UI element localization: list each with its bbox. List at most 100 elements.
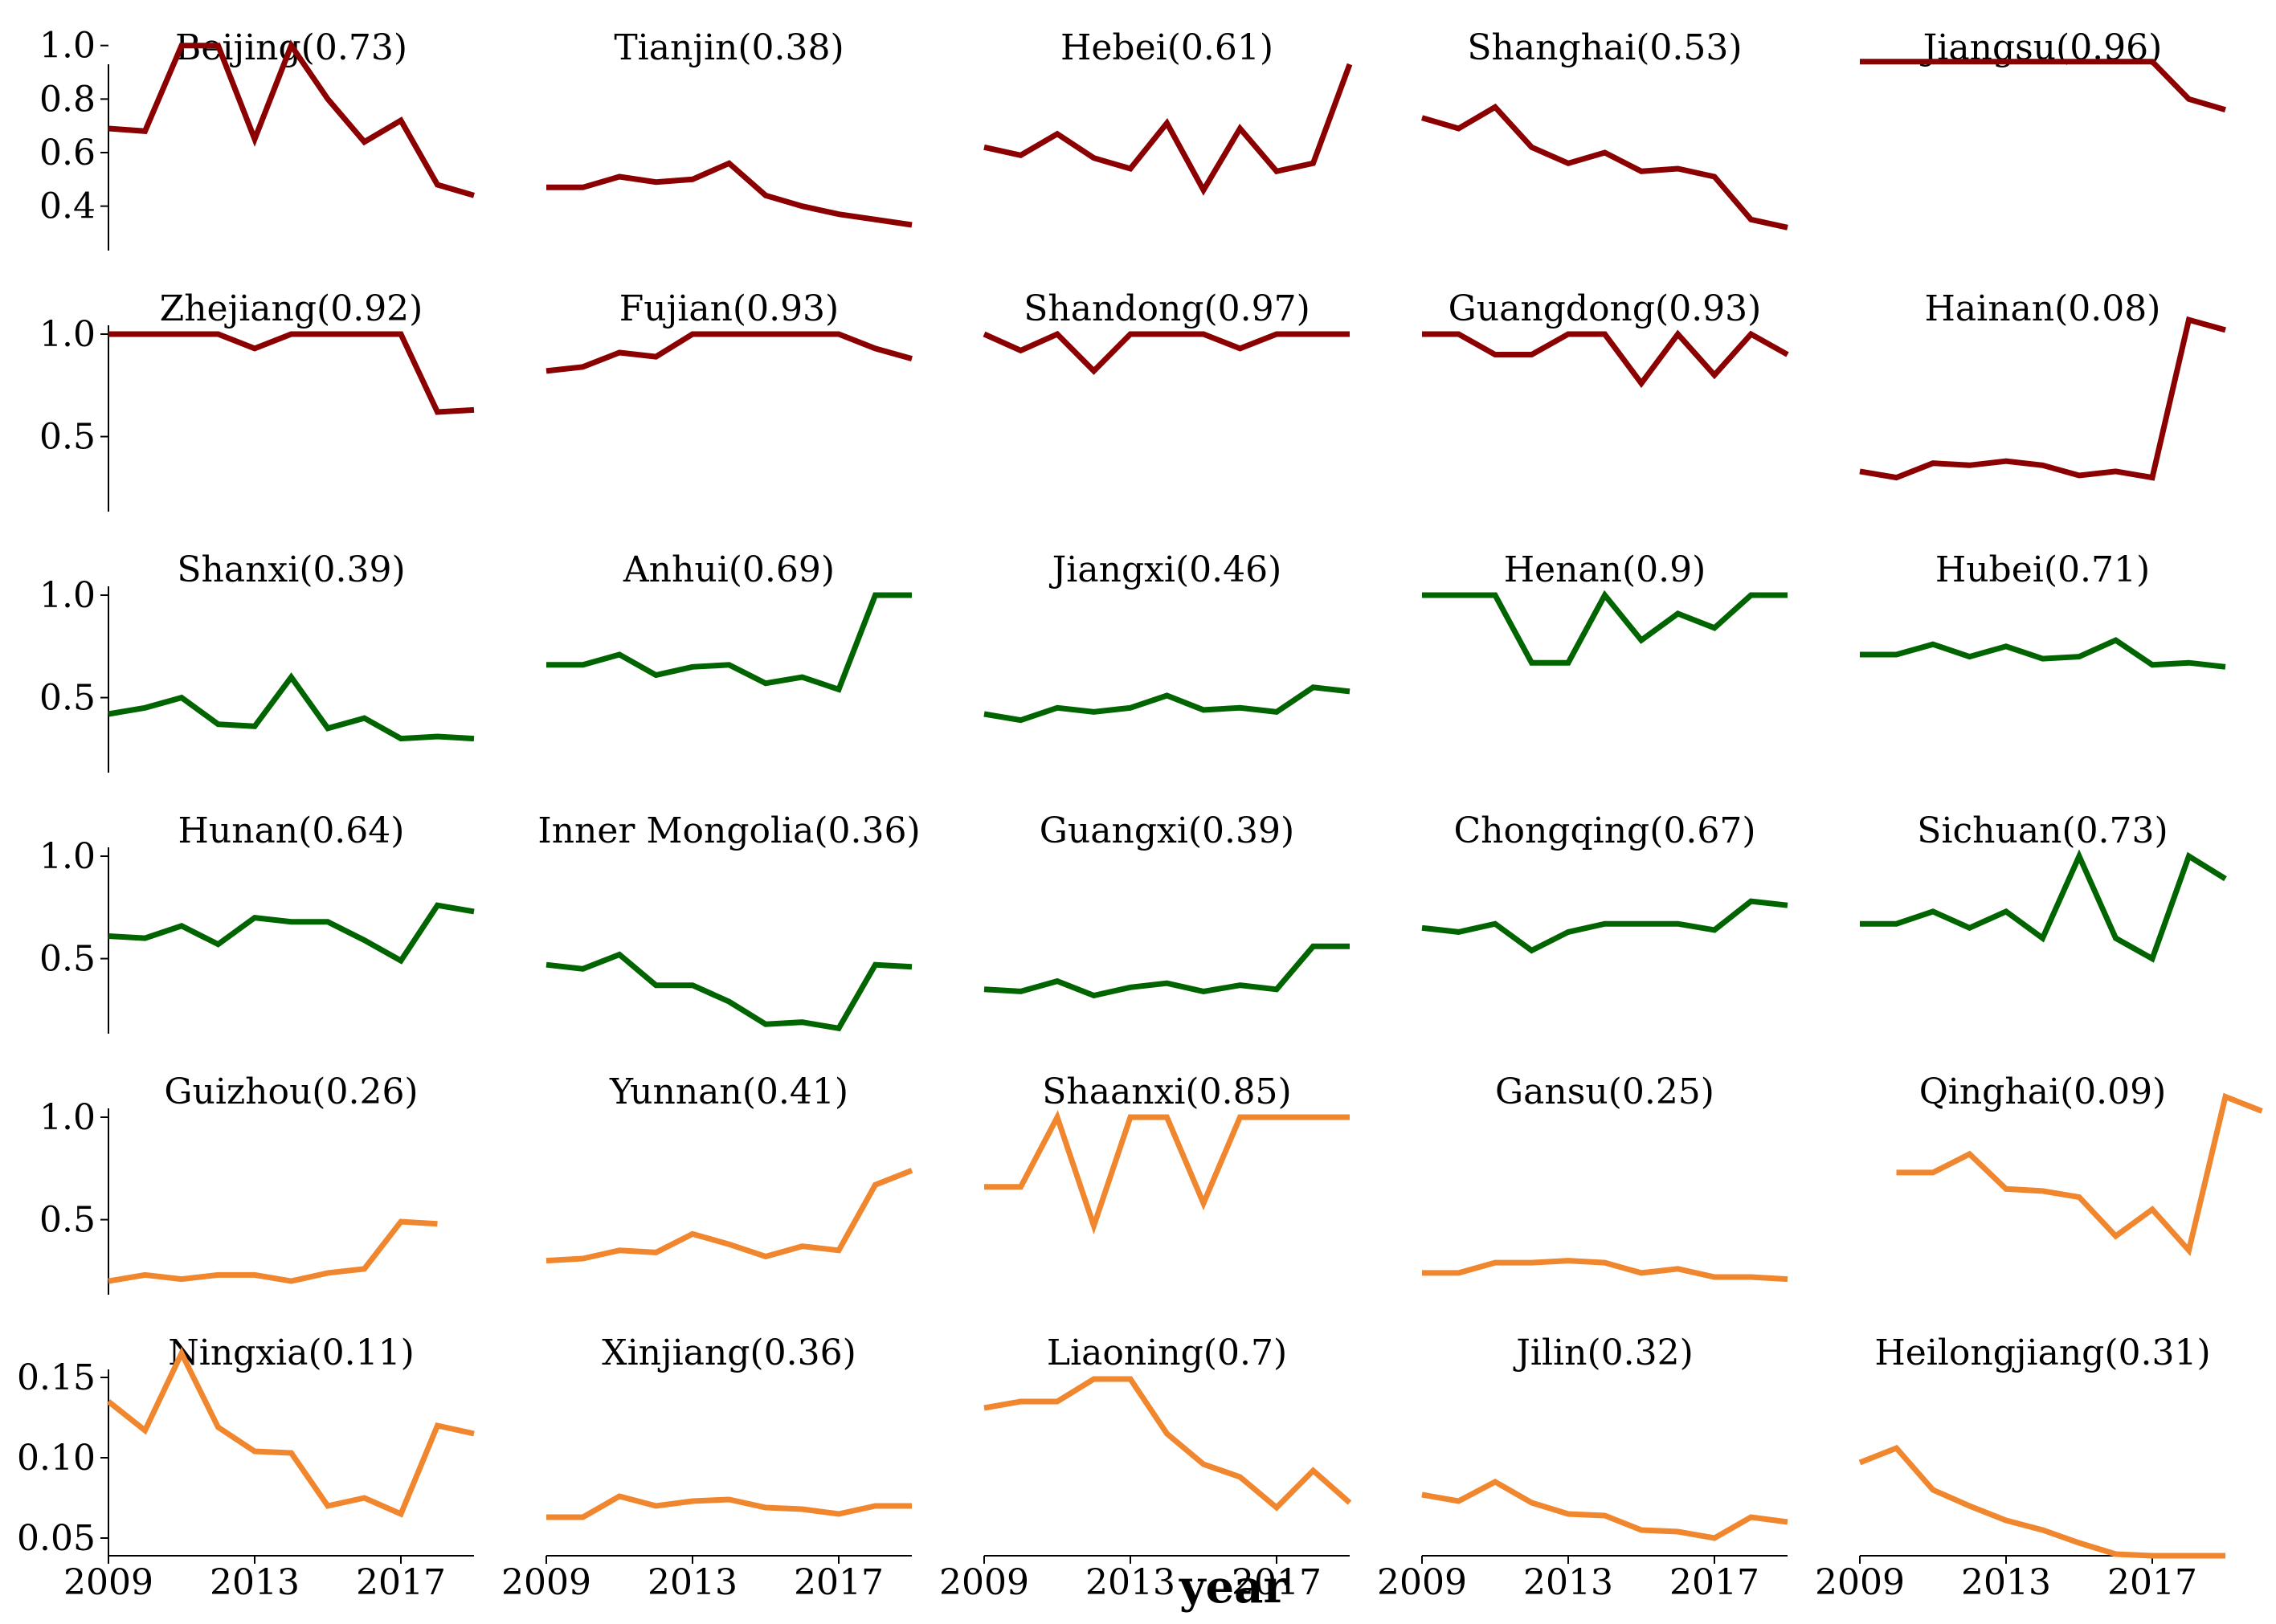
panel-title: Gansu(0.25) — [1495, 1071, 1714, 1112]
panel-title: Zhejiang(0.92) — [160, 288, 423, 329]
panel-21: Yunnan(0.41) — [546, 1071, 912, 1261]
panel-title: Xinjiang(0.36) — [602, 1332, 856, 1373]
series-line — [546, 595, 912, 689]
series-line — [108, 677, 474, 739]
series-line — [1422, 1261, 1788, 1279]
y-tick-label: 0.5 — [39, 678, 96, 719]
y-tick-label: 0.8 — [39, 79, 96, 120]
series-line — [1860, 320, 2225, 477]
x-tick-label: 2009 — [939, 1562, 1029, 1603]
y-tick-label: 1.0 — [39, 575, 96, 616]
panel-title: Shanghai(0.53) — [1467, 27, 1742, 68]
x-tick-label: 2009 — [1377, 1562, 1467, 1603]
panel-20: Guizhou(0.26) 0.5 1.0 — [39, 1071, 438, 1295]
y-tick-label: 0.10 — [17, 1438, 96, 1479]
panel-2: Hebei(0.61) — [984, 27, 1350, 190]
x-tick-label: 2013 — [648, 1562, 738, 1603]
panel-13: Henan(0.9) — [1422, 549, 1788, 663]
panel-title: Shandong(0.97) — [1024, 288, 1310, 329]
panel-15: Hunan(0.64) 0.5 1.0 — [39, 810, 474, 1034]
panel-5: Zhejiang(0.92) 0.5 1.0 — [39, 288, 474, 512]
y-tick-label: 1.0 — [39, 1097, 96, 1138]
panel-title: Ningxia(0.11) — [168, 1332, 415, 1373]
panel-10: Shanxi(0.39) 0.5 1.0 — [39, 549, 474, 773]
panel-title: Henan(0.9) — [1504, 549, 1706, 590]
panel-6: Fujian(0.93) — [546, 288, 912, 371]
series-line — [1422, 901, 1788, 950]
series-line — [1860, 856, 2225, 959]
panel-19: Sichuan(0.73) — [1860, 810, 2225, 959]
y-tick-label: 0.5 — [39, 417, 96, 458]
y-tick-label: 0.4 — [39, 186, 96, 227]
x-axis-label-text: year — [1179, 1561, 1287, 1614]
panel-3: Shanghai(0.53) — [1422, 27, 1788, 227]
x-tick-label: 2013 — [1523, 1562, 1613, 1603]
panel-18: Chongqing(0.67) — [1422, 810, 1788, 950]
series-line — [1422, 334, 1788, 383]
series-line — [546, 1170, 912, 1260]
panel-title: Hebei(0.61) — [1060, 27, 1273, 68]
series-line — [1860, 62, 2225, 110]
y-tick-label: 0.15 — [17, 1357, 96, 1398]
panel-8: Guangdong(0.93) — [1422, 288, 1788, 383]
panel-title: Yunnan(0.41) — [609, 1071, 848, 1112]
series-line — [1860, 1448, 2225, 1556]
panel-title: Guangxi(0.39) — [1040, 810, 1294, 851]
series-line — [984, 1379, 1350, 1508]
series-line — [546, 163, 912, 225]
y-tick-label: 0.5 — [39, 939, 96, 980]
series-line — [546, 334, 912, 371]
series-line — [984, 64, 1350, 190]
series-line — [984, 1117, 1350, 1226]
panel-17: Guangxi(0.39) — [984, 810, 1350, 996]
x-tick-label: 2009 — [501, 1562, 591, 1603]
panel-title: Guangdong(0.93) — [1449, 288, 1762, 329]
series-line — [108, 334, 474, 412]
panel-16: Inner Mongolia(0.36) — [537, 810, 920, 1028]
panel-title: Inner Mongolia(0.36) — [537, 810, 920, 851]
y-tick-label: 0.05 — [17, 1518, 96, 1559]
panel-title: Anhui(0.69) — [623, 549, 835, 590]
panel-title: Hubei(0.71) — [1935, 549, 2150, 590]
y-tick-label: 1.0 — [39, 836, 96, 877]
y-tick-label: 0.5 — [39, 1200, 96, 1241]
series-line — [108, 1353, 474, 1514]
series-line — [546, 955, 912, 1029]
panel-12: Jiangxi(0.46) — [984, 549, 1350, 720]
series-line — [108, 1222, 438, 1281]
panel-26: Xinjiang(0.36) 2009 2013 2017 — [501, 1332, 912, 1603]
x-tick-label: 2009 — [1815, 1562, 1905, 1603]
panel-title: Jiangxi(0.46) — [1049, 549, 1282, 590]
panel-7: Shandong(0.97) — [984, 288, 1350, 371]
panel-11: Anhui(0.69) — [546, 549, 912, 689]
x-tick-label: 2017 — [2107, 1562, 2197, 1603]
x-axis-label: year — [1153, 1561, 1314, 1614]
x-tick-label: 2013 — [1961, 1562, 2051, 1603]
panel-title: Hunan(0.64) — [178, 810, 405, 851]
series-line — [1897, 1097, 2262, 1251]
panel-title: Qinghai(0.09) — [1919, 1071, 2167, 1112]
y-tick-label: 1.0 — [39, 314, 96, 355]
panel-title: Chongqing(0.67) — [1453, 810, 1755, 851]
x-tick-label: 2017 — [1669, 1562, 1759, 1603]
panel-title: Shaanxi(0.85) — [1042, 1071, 1291, 1112]
panel-title: Fujian(0.93) — [619, 288, 839, 329]
panel-1: Tianjin(0.38) — [546, 27, 912, 225]
panel-22: Shaanxi(0.85) — [984, 1071, 1350, 1226]
panel-9: Hainan(0.08) — [1860, 288, 2225, 478]
series-line — [984, 946, 1350, 995]
panel-title: Hainan(0.08) — [1925, 288, 2161, 329]
x-tick-label: 2017 — [794, 1562, 884, 1603]
panel-title: Sichuan(0.73) — [1917, 810, 2168, 851]
panel-14: Hubei(0.71) — [1860, 549, 2225, 667]
series-line — [1422, 595, 1788, 663]
series-line — [108, 905, 474, 961]
panel-title: Tianjin(0.38) — [614, 27, 844, 68]
panel-title: Shanxi(0.39) — [177, 549, 405, 590]
panel-24: Qinghai(0.09) — [1896, 1071, 2262, 1251]
panel-title: Guizhou(0.26) — [164, 1071, 418, 1112]
